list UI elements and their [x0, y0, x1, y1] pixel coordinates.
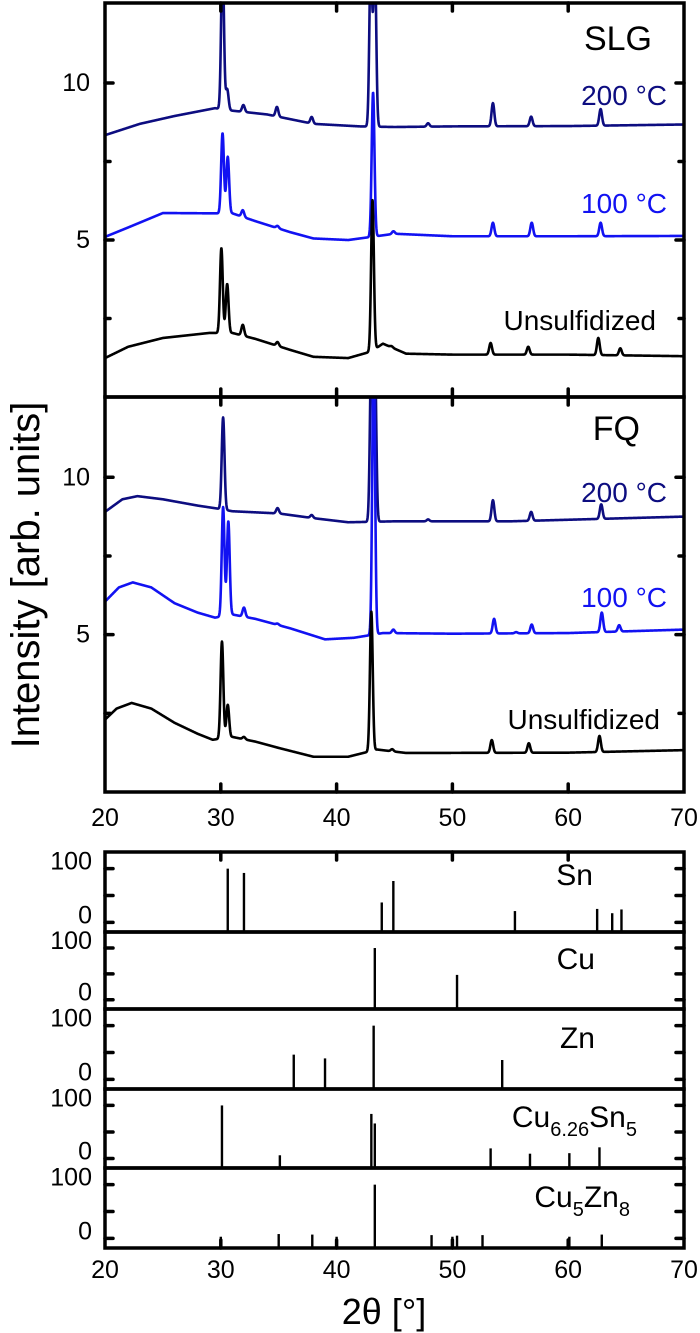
panel-slg-series-label: 200 °C — [581, 80, 667, 111]
panel-fq-y-tick-label: 10 — [62, 463, 90, 491]
reference-x-tick-label: 40 — [323, 1256, 351, 1284]
panel-slg-series-100-c — [105, 91, 684, 242]
panel-slg-series-200-c — [105, 3, 684, 137]
reference-cu5zn8-frame — [103, 1166, 686, 1250]
label-text: Cu — [534, 1181, 572, 1214]
x-axis-label: 2θ [°] — [342, 1291, 426, 1332]
reference-cu626sn5-label: Cu6.26Sn5 — [512, 1101, 637, 1141]
panel-fq-frame — [103, 395, 686, 794]
reference-zn-frame — [103, 1007, 686, 1091]
reference-x-tick-label: 60 — [554, 1256, 582, 1284]
label-subscript: 6.26 — [550, 1119, 589, 1141]
reference-zn-label: Zn — [560, 1022, 595, 1055]
main-x-tick-label: 60 — [554, 804, 582, 832]
reference-cu5zn8-y-tick-label: 0 — [78, 1217, 92, 1245]
panel-slg-series-label: Unsulfidized — [503, 305, 656, 336]
label-subscript: 8 — [619, 1199, 630, 1221]
reference-sn-y-tick-label: 100 — [50, 848, 92, 876]
main-x-tick-label: 50 — [438, 804, 466, 832]
reference-sn-y-tick-label: 0 — [78, 901, 92, 929]
panel-slg-title: SLG — [584, 20, 652, 58]
label-subscript: 5 — [626, 1119, 637, 1141]
reference-x-tick-label: 20 — [91, 1256, 119, 1284]
panel-fq-series-unsulfidized — [105, 610, 684, 759]
reference-cu626sn5-y-tick-label: 0 — [78, 1137, 92, 1165]
reference-cu5zn8-y-tick-label: 100 — [50, 1164, 92, 1192]
panel-fq-series-label: 200 °C — [581, 477, 667, 508]
reference-sn-label: Sn — [556, 859, 593, 892]
reference-x-tick-label: 30 — [207, 1256, 235, 1284]
panel-slg-series-unsulfidized — [105, 198, 684, 360]
panel-slg-series-label: 100 °C — [581, 188, 667, 219]
main-x-tick-label: 40 — [323, 804, 351, 832]
panel-fq-series-200-c — [105, 397, 684, 524]
label-subscript: 5 — [573, 1199, 584, 1221]
panel-fq-series-label: 100 °C — [581, 582, 667, 613]
y-axis-label: Intensity [arb. units] — [4, 402, 48, 749]
reference-cu5zn8-label: Cu5Zn8 — [534, 1181, 630, 1221]
reference-x-tick-label: 50 — [438, 1256, 466, 1284]
label-text: Sn — [589, 1101, 626, 1134]
panel-fq-series-100-c — [105, 397, 684, 641]
label-text: Cu — [557, 943, 595, 976]
label-text: Cu — [512, 1101, 550, 1134]
reference-zn-y-tick-label: 100 — [50, 1005, 92, 1033]
panel-fq-series-label: Unsulfidized — [507, 704, 660, 735]
reference-x-tick-label: 70 — [670, 1256, 698, 1284]
main-x-tick-label: 70 — [670, 804, 698, 832]
reference-cu-frame — [103, 930, 686, 1011]
reference-cu-label: Cu — [557, 943, 595, 976]
reference-zn-y-tick-label: 0 — [78, 1058, 92, 1086]
label-text: Zn — [560, 1022, 595, 1055]
panel-fq-y-tick-label: 5 — [76, 621, 90, 649]
reference-cu-y-tick-label: 0 — [78, 979, 92, 1007]
label-text: Zn — [584, 1181, 619, 1214]
reference-cu-y-tick-label: 100 — [50, 927, 92, 955]
reference-cu626sn5-y-tick-label: 100 — [50, 1084, 92, 1112]
label-text: Sn — [556, 859, 593, 892]
panel-slg-y-tick-label: 5 — [76, 226, 90, 254]
panel-slg-y-tick-label: 10 — [62, 69, 90, 97]
panel-fq-title: FQ — [593, 410, 640, 448]
main-x-tick-label: 30 — [207, 804, 235, 832]
main-x-tick-label: 20 — [91, 804, 119, 832]
